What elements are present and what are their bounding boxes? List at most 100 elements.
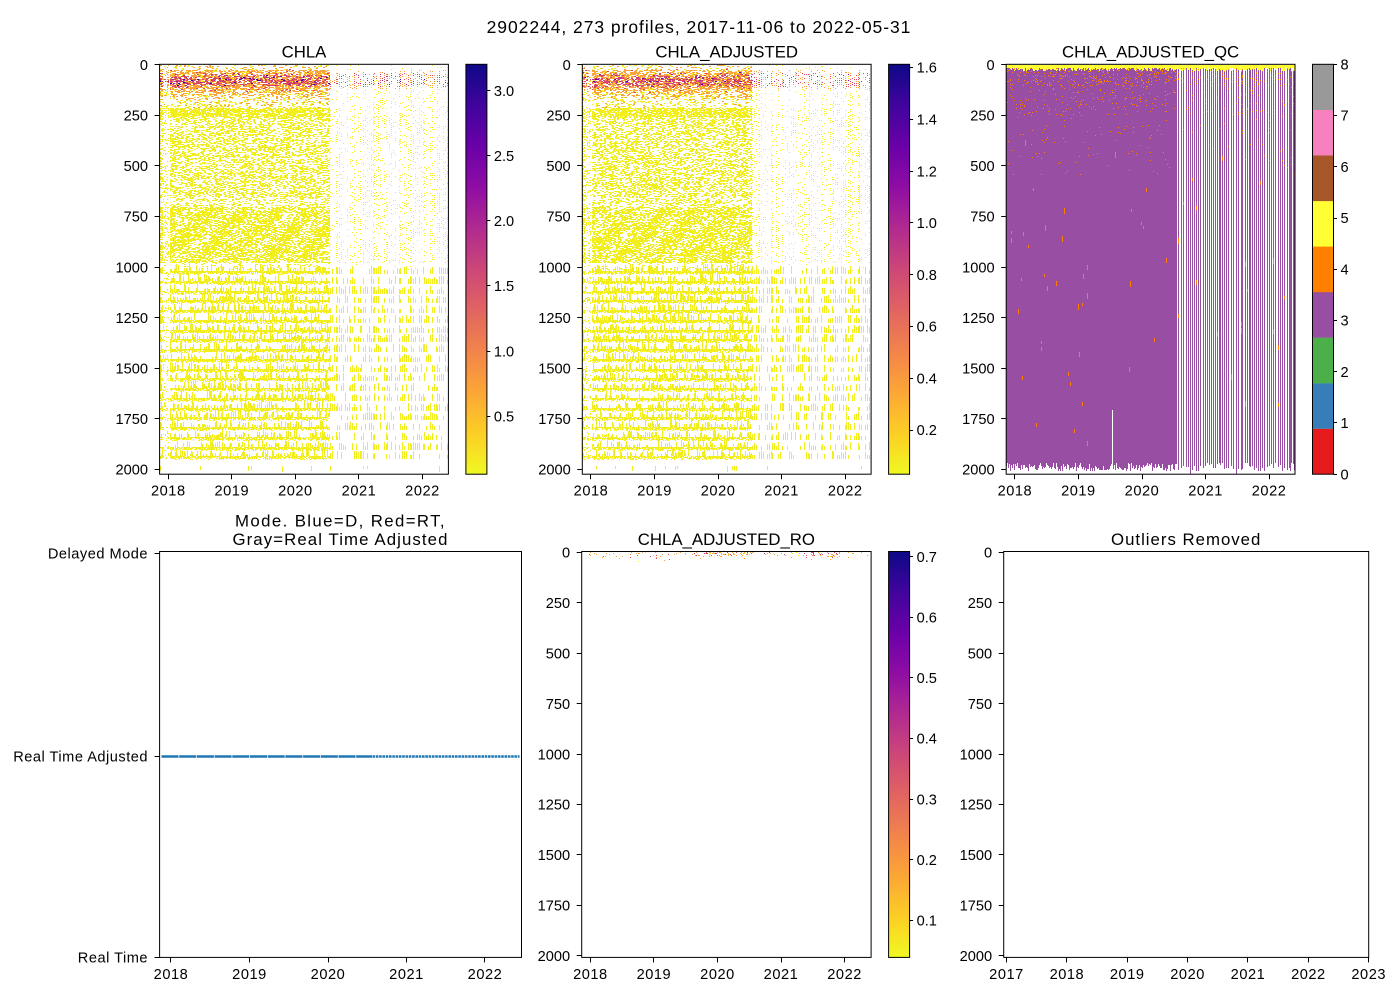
svg-text:0.4: 0.4 (917, 732, 937, 748)
svg-text:2023: 2023 (1351, 967, 1386, 983)
svg-text:CHLA_ADJUSTED_QC: CHLA_ADJUSTED_QC (1062, 43, 1239, 62)
svg-text:2018: 2018 (574, 484, 609, 500)
svg-text:0.5: 0.5 (917, 671, 937, 687)
svg-text:0.7: 0.7 (917, 550, 937, 566)
svg-text:2021: 2021 (1188, 484, 1223, 500)
svg-text:0.4: 0.4 (917, 371, 937, 387)
svg-text:2019: 2019 (1110, 967, 1145, 983)
svg-text:1000: 1000 (538, 260, 570, 276)
svg-text:250: 250 (546, 596, 570, 612)
svg-text:2020: 2020 (1125, 484, 1160, 500)
svg-text:3.0: 3.0 (494, 84, 514, 100)
svg-text:1.0: 1.0 (917, 216, 937, 232)
svg-text:250: 250 (546, 109, 570, 125)
svg-text:1: 1 (1341, 416, 1349, 432)
svg-text:2000: 2000 (538, 949, 570, 965)
svg-text:0.1: 0.1 (917, 914, 937, 930)
svg-text:2018: 2018 (154, 967, 189, 983)
svg-text:0.6: 0.6 (917, 320, 937, 336)
svg-text:2000: 2000 (962, 463, 994, 479)
svg-text:0.6: 0.6 (917, 611, 937, 627)
svg-text:2: 2 (1341, 365, 1349, 381)
svg-text:2000: 2000 (116, 463, 148, 479)
svg-text:Real Time: Real Time (78, 951, 148, 967)
svg-text:1.4: 1.4 (917, 113, 937, 129)
svg-text:Outliers Removed: Outliers Removed (1111, 530, 1261, 549)
svg-text:1000: 1000 (538, 747, 570, 763)
svg-text:2020: 2020 (278, 484, 313, 500)
svg-text:4: 4 (1341, 262, 1349, 278)
svg-text:2020: 2020 (311, 967, 346, 983)
svg-text:1750: 1750 (962, 412, 994, 428)
svg-text:1.6: 1.6 (917, 61, 937, 77)
svg-text:2000: 2000 (538, 463, 570, 479)
svg-text:2018: 2018 (573, 967, 608, 983)
svg-text:2021: 2021 (764, 967, 799, 983)
svg-text:2022: 2022 (1291, 967, 1326, 983)
svg-text:1250: 1250 (116, 311, 148, 327)
svg-text:750: 750 (970, 210, 994, 226)
svg-text:1500: 1500 (960, 848, 992, 864)
svg-text:2902244, 273 profiles, 2017-11: 2902244, 273 profiles, 2017-11-06 to 202… (487, 17, 912, 37)
svg-text:2022: 2022 (827, 967, 862, 983)
svg-text:1000: 1000 (962, 260, 994, 276)
svg-text:500: 500 (124, 159, 148, 175)
svg-text:0: 0 (984, 545, 992, 561)
svg-text:0.3: 0.3 (917, 792, 937, 808)
svg-text:2000: 2000 (960, 949, 992, 965)
svg-text:500: 500 (546, 159, 570, 175)
svg-text:Delayed Mode: Delayed Mode (48, 546, 148, 562)
svg-text:2020: 2020 (700, 967, 735, 983)
svg-text:500: 500 (970, 159, 994, 175)
svg-text:2021: 2021 (342, 484, 377, 500)
svg-text:1250: 1250 (962, 311, 994, 327)
svg-text:7: 7 (1341, 109, 1349, 125)
svg-text:1250: 1250 (538, 798, 570, 814)
svg-text:1500: 1500 (538, 848, 570, 864)
svg-text:2019: 2019 (1061, 484, 1096, 500)
svg-text:2018: 2018 (998, 484, 1033, 500)
svg-text:2017: 2017 (989, 967, 1024, 983)
svg-text:2020: 2020 (1170, 967, 1205, 983)
svg-text:1500: 1500 (116, 361, 148, 377)
svg-text:2.0: 2.0 (494, 214, 514, 230)
svg-text:1750: 1750 (116, 412, 148, 428)
svg-text:5: 5 (1341, 211, 1349, 227)
svg-text:1500: 1500 (962, 361, 994, 377)
svg-text:2022: 2022 (828, 484, 863, 500)
svg-text:2018: 2018 (1050, 967, 1085, 983)
svg-text:3: 3 (1341, 314, 1349, 330)
svg-text:2020: 2020 (701, 484, 736, 500)
svg-text:1.0: 1.0 (494, 344, 514, 360)
svg-text:2021: 2021 (1231, 967, 1266, 983)
svg-text:0: 0 (140, 58, 148, 74)
svg-text:0.2: 0.2 (917, 853, 937, 869)
svg-text:1000: 1000 (960, 747, 992, 763)
svg-text:750: 750 (546, 697, 570, 713)
svg-text:2022: 2022 (468, 967, 503, 983)
svg-text:CHLA_ADJUSTED_RO: CHLA_ADJUSTED_RO (638, 530, 815, 549)
svg-text:Gray=Real Time Adjusted: Gray=Real Time Adjusted (232, 530, 448, 549)
svg-text:1750: 1750 (960, 899, 992, 915)
svg-text:CHLA_ADJUSTED: CHLA_ADJUSTED (655, 43, 798, 62)
svg-text:250: 250 (124, 109, 148, 125)
svg-text:CHLA: CHLA (282, 43, 328, 62)
svg-text:1500: 1500 (538, 361, 570, 377)
svg-text:0: 0 (563, 58, 571, 74)
svg-text:750: 750 (546, 210, 570, 226)
svg-text:1750: 1750 (538, 412, 570, 428)
svg-text:Mode. Blue=D, Red=RT,: Mode. Blue=D, Red=RT, (235, 511, 446, 530)
svg-text:1250: 1250 (960, 798, 992, 814)
svg-text:2019: 2019 (232, 967, 267, 983)
svg-text:0: 0 (562, 545, 570, 561)
svg-text:1250: 1250 (538, 311, 570, 327)
svg-text:2021: 2021 (389, 967, 424, 983)
svg-text:Real Time Adjusted: Real Time Adjusted (13, 750, 148, 766)
svg-text:2021: 2021 (764, 484, 799, 500)
svg-text:0: 0 (986, 58, 994, 74)
svg-text:1.2: 1.2 (917, 164, 937, 180)
svg-text:250: 250 (970, 109, 994, 125)
svg-text:2018: 2018 (151, 484, 186, 500)
svg-text:2.5: 2.5 (494, 149, 514, 165)
svg-text:0.5: 0.5 (494, 409, 514, 425)
